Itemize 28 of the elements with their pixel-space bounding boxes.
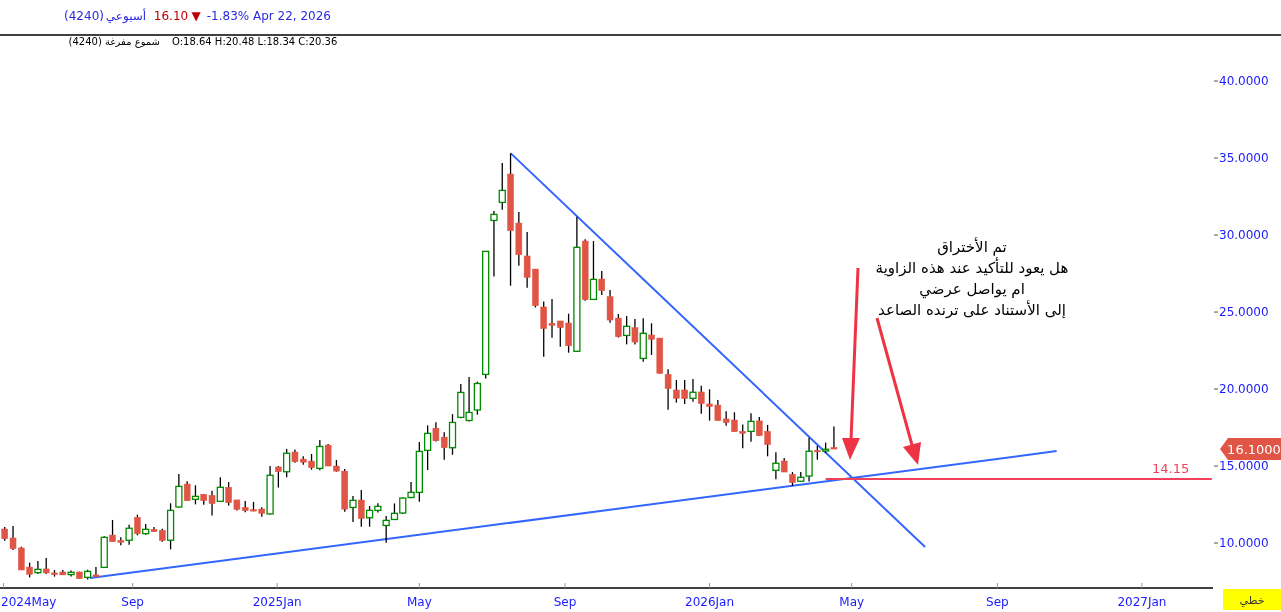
x-tick-label: 2027Jan [1117, 595, 1167, 609]
text: -1.83% [206, 9, 250, 23]
annotation: 14.15 [1152, 461, 1190, 477]
y-tick-label: 20.0000 [1219, 382, 1269, 397]
x-tick-label: 2026Jan [685, 595, 735, 609]
y-tick-label: 25.0000 [1219, 305, 1269, 320]
x-tick-label: 2025Jan [252, 595, 302, 609]
text: ▼ [191, 9, 202, 23]
chart-subtitle: شموع مفرغة (4240) [68, 36, 160, 48]
y-tick-label: 35.0000 [1219, 151, 1269, 166]
text: خطي [1239, 594, 1265, 607]
x-tick-label: Sep [553, 595, 577, 609]
annotation: O:18.64 H:20.48 L:18.34 C:20.36 [172, 36, 338, 47]
x-tick-label: May [839, 595, 865, 609]
text: (4240) [64, 9, 104, 23]
y-tick-label: 30.0000 [1219, 228, 1269, 243]
y-tick-label: 40.0000 [1219, 74, 1269, 89]
chart-title: Apr 22, 2026 [252, 9, 332, 23]
y-tick-label: 15.0000 [1219, 459, 1269, 474]
text: 16.1000 [1227, 442, 1281, 458]
x-tick-label: Sep [986, 595, 1009, 609]
x-tick-label: 2024May [1, 595, 57, 609]
text: أسبوعي [105, 8, 147, 24]
y-tick-label: 10.0000 [1219, 536, 1269, 551]
x-tick-label: Sep [121, 595, 144, 609]
annotation: تم الأختراق هل يعود للتأكيد عند هذه الزاوية ام يواصل عرضي إلى الأستناد على ترنده الصاعد [875, 237, 1069, 319]
text: 16.10 [153, 9, 189, 23]
x-tick-label: May [406, 595, 432, 609]
